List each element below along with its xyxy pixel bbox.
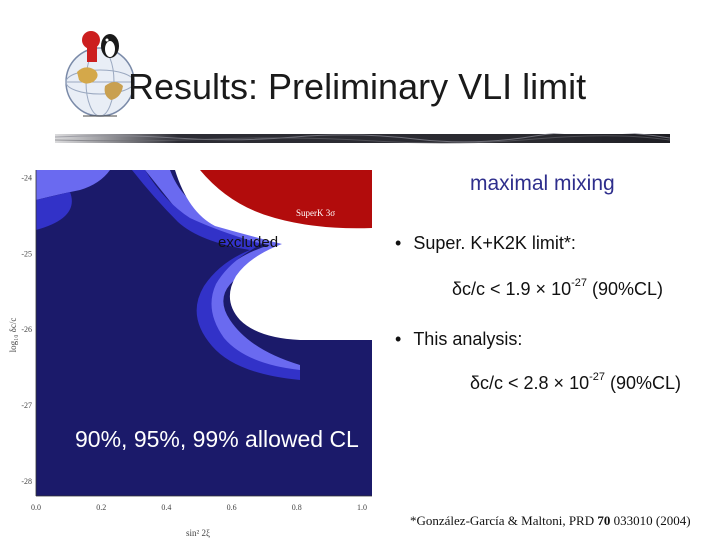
bullet-text: This analysis:: [413, 329, 523, 349]
label-excluded: excluded: [218, 234, 279, 251]
y-tick-label: -25: [21, 249, 32, 258]
formula-this-analysis: δc/c < 2.8 × 10-27 (90%CL): [470, 371, 682, 393]
globe-logo-icon: [55, 20, 145, 120]
x-tick-label: 0.0: [31, 503, 41, 512]
x-tick-label: 0.8: [292, 503, 302, 512]
x-axis-label: sin² 2ξ: [186, 528, 210, 538]
y-tick-label: -28: [21, 477, 32, 486]
bullet-superk: • Super. K+K2K limit*:: [395, 233, 576, 254]
slide-title: Results: Preliminary VLI limit: [128, 66, 587, 107]
y-axis-ticks: -24 -25 -26 -27 -28: [21, 174, 32, 486]
x-tick-label: 0.2: [96, 503, 106, 512]
bullet-dot-icon: •: [395, 329, 402, 349]
y-tick-label: -27: [21, 401, 32, 410]
formula-superk: δc/c < 1.9 × 10-27 (90%CL): [452, 277, 664, 299]
contour-plot: SuperK 3σ -24 -25 -26 -27 -28 0.0 0.2 0.4 0.6 0.…: [0, 160, 372, 540]
region-superk: [200, 170, 372, 229]
superk-label: SuperK 3σ: [296, 208, 335, 218]
decorative-rule: [54, 130, 671, 144]
x-tick-label: 0.6: [227, 503, 237, 512]
label-maximal-mixing: maximal mixing: [470, 172, 615, 195]
bullet-text: Super. K+K2K limit*:: [413, 233, 576, 253]
bullet-dot-icon: •: [395, 233, 402, 253]
bullet-this-analysis: • This analysis:: [395, 329, 522, 350]
reference-footnote: *González-García & Maltoni, PRD 70 03301…: [410, 513, 691, 528]
y-tick-label: -26: [21, 325, 32, 334]
y-tick-label: -24: [21, 174, 32, 183]
label-allowed-cl: 90%, 95%, 99% allowed CL: [75, 426, 359, 452]
x-tick-label: 0.4: [161, 503, 171, 512]
x-tick-label: 1.0: [357, 503, 367, 512]
x-axis-ticks: 0.0 0.2 0.4 0.6 0.8 1.0: [31, 503, 367, 512]
y-axis-label: log₁₀ δc/c: [8, 318, 18, 353]
